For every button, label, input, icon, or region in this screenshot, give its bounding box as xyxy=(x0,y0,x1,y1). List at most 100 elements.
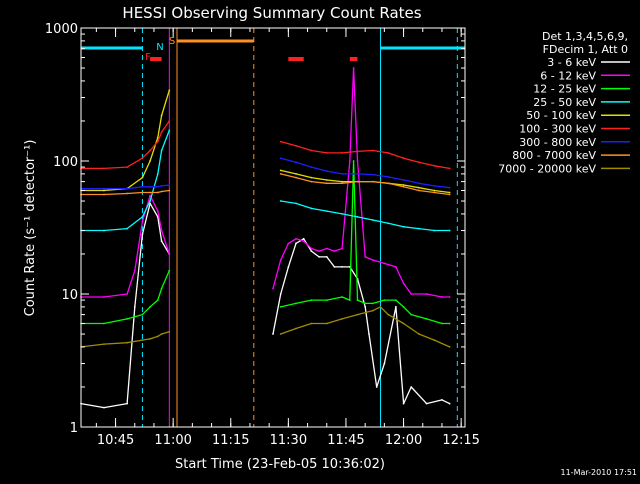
data-point xyxy=(356,216,359,218)
data-point xyxy=(441,296,443,298)
data-point xyxy=(149,306,152,308)
timestamp: 11-Mar-2010 17:51 xyxy=(561,468,638,477)
data-point xyxy=(103,406,105,409)
data-point xyxy=(168,184,171,186)
x-tick-label: 11:15 xyxy=(212,433,249,448)
data-point xyxy=(160,149,163,152)
y-tick-label: 10 xyxy=(61,288,78,303)
data-point xyxy=(295,242,297,245)
data-point xyxy=(379,306,382,308)
data-point xyxy=(433,339,436,341)
data-point xyxy=(295,144,297,147)
flag-label-N: N xyxy=(156,42,163,53)
data-point xyxy=(341,318,343,320)
data-point xyxy=(402,185,405,188)
data-point xyxy=(279,293,282,295)
legend-label: 3 - 6 keV xyxy=(547,56,596,69)
y-tick-label: 1 xyxy=(70,421,78,436)
x-tick-label: 11:30 xyxy=(270,433,307,448)
data-point xyxy=(103,343,105,345)
data-point xyxy=(433,189,436,192)
data-point xyxy=(371,259,374,261)
series-line-2 xyxy=(81,270,170,325)
data-point xyxy=(103,322,105,325)
data-point xyxy=(448,193,451,196)
data-point xyxy=(348,299,351,301)
data-point xyxy=(149,338,152,340)
data-point xyxy=(103,193,105,196)
x-tick-label: 11:00 xyxy=(154,433,191,448)
data-point xyxy=(279,173,282,175)
legend-label: 6 - 12 keV xyxy=(540,69,596,82)
data-point xyxy=(168,269,171,272)
data-point xyxy=(302,237,305,240)
data-point xyxy=(368,333,370,335)
data-point xyxy=(425,402,428,405)
data-point xyxy=(318,250,320,253)
x-tick-label: 10:45 xyxy=(97,433,134,448)
data-point xyxy=(448,402,451,405)
data-point xyxy=(279,200,282,202)
legend-label: 12 - 25 keV xyxy=(533,83,596,96)
series-line-4 xyxy=(81,90,170,192)
data-point xyxy=(141,220,144,223)
data-point xyxy=(295,173,297,175)
data-point xyxy=(341,182,343,185)
data-point xyxy=(310,299,313,301)
data-point xyxy=(126,293,128,295)
data-point xyxy=(410,313,413,316)
data-point xyxy=(418,333,420,335)
data-point xyxy=(410,293,413,295)
data-point xyxy=(310,247,313,250)
data-point xyxy=(333,250,336,253)
data-point xyxy=(279,306,282,308)
data-point xyxy=(356,313,359,316)
data-point xyxy=(402,282,405,285)
data-point xyxy=(375,386,378,388)
data-point xyxy=(168,120,171,122)
data-point xyxy=(310,176,313,179)
x-axis: 10:45 11:00 11:15 11:30 11:45 12:00 12:15 xyxy=(95,28,480,448)
y-tick-label: 1000 xyxy=(45,22,78,37)
flag-label-F: F xyxy=(145,52,151,63)
y-axis: 1 10 100 1000 xyxy=(45,22,465,436)
data-point xyxy=(395,266,397,268)
data-point xyxy=(356,173,359,175)
data-point xyxy=(103,187,105,190)
data-point xyxy=(141,339,144,341)
data-point xyxy=(425,318,428,320)
data-point xyxy=(126,187,128,190)
series-line-3 xyxy=(81,130,170,232)
data-point xyxy=(418,161,420,164)
data-point xyxy=(168,129,171,132)
data-point xyxy=(103,296,105,298)
data-point xyxy=(448,167,451,170)
data-point xyxy=(160,240,163,243)
series-line-8 xyxy=(280,306,450,348)
data-point xyxy=(348,160,351,162)
data-point xyxy=(341,180,343,183)
data-point xyxy=(279,157,282,160)
data-point xyxy=(141,233,144,236)
data-point xyxy=(341,247,343,250)
data-point xyxy=(160,190,163,193)
data-point xyxy=(287,242,290,245)
data-point xyxy=(310,250,313,253)
data-point xyxy=(149,160,152,162)
data-point xyxy=(156,173,159,175)
data-point xyxy=(352,67,355,69)
data-point xyxy=(371,302,374,305)
data-point xyxy=(387,152,390,154)
series-line-1 xyxy=(81,194,170,298)
data-point xyxy=(156,140,159,143)
data-point xyxy=(395,299,397,301)
data-point xyxy=(356,180,359,183)
data-point xyxy=(295,327,297,330)
data-point xyxy=(126,192,128,195)
data-point xyxy=(156,185,159,188)
data-point xyxy=(402,225,405,228)
data-point xyxy=(310,149,313,152)
data-point xyxy=(433,164,436,167)
data-point xyxy=(310,322,313,325)
data-point xyxy=(156,299,159,301)
